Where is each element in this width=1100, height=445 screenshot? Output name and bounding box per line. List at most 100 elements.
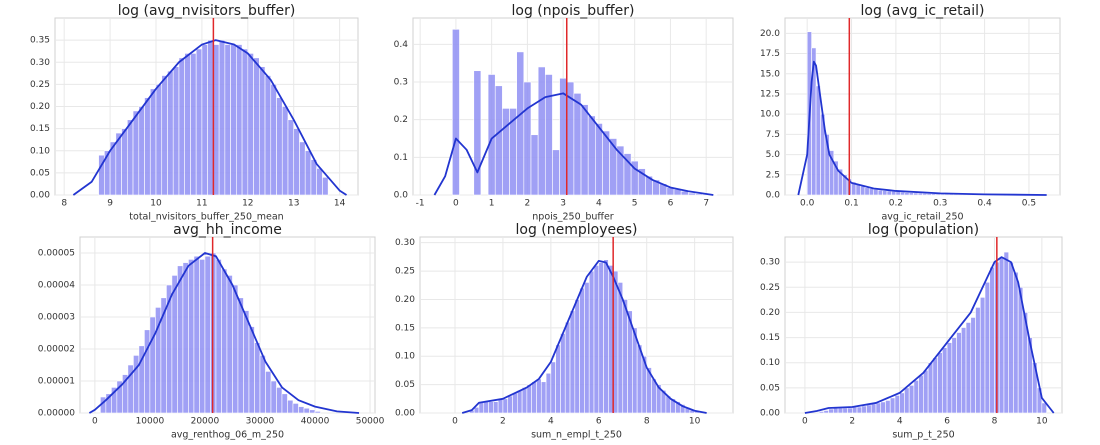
histogram-bar xyxy=(521,387,528,414)
histogram-bar xyxy=(932,357,938,414)
histogram-bar xyxy=(502,108,510,196)
x-tick-label: 0 xyxy=(452,417,458,427)
y-tick-label: 0.25 xyxy=(30,80,50,90)
kde-line xyxy=(88,252,360,414)
x-tick-label: 1 xyxy=(489,199,495,209)
histogram-bar xyxy=(908,192,914,196)
histogram-bar xyxy=(885,400,891,414)
y-tick-label: 0.30 xyxy=(760,258,780,268)
histogram-bar xyxy=(215,259,222,414)
x-tick-label: 4 xyxy=(897,417,903,427)
histogram-bar xyxy=(292,403,299,414)
histogram-bar xyxy=(516,51,525,196)
histogram-bar xyxy=(224,44,231,196)
histogram-bar xyxy=(842,407,848,414)
histogram-bar xyxy=(908,385,915,414)
x-tick-label: 20000 xyxy=(191,417,220,427)
x-tick-label: 10 xyxy=(689,417,701,427)
histogram-bar xyxy=(149,316,156,414)
histogram-bar xyxy=(221,268,228,414)
histogram-bar xyxy=(309,409,316,414)
histogram-bar xyxy=(155,84,163,196)
histogram-bar xyxy=(574,299,580,414)
x-tick-label: 6 xyxy=(596,417,602,427)
histogram-bar xyxy=(569,310,576,414)
histogram-bar xyxy=(171,275,178,414)
y-tick-label: 0.15 xyxy=(760,333,780,343)
histogram-bar xyxy=(281,393,288,414)
chart-title: log (population) xyxy=(868,222,979,238)
y-tick-label: 0.00 xyxy=(760,409,780,419)
kde-line xyxy=(797,60,1047,196)
histogram-bar xyxy=(537,66,546,196)
histogram-bar xyxy=(494,85,503,196)
histogram-bar xyxy=(201,44,208,196)
y-tick-label: 17.5 xyxy=(760,49,780,59)
y-tick-label: 0.20 xyxy=(30,102,50,112)
y-tick-label: 7.5 xyxy=(766,130,780,140)
y-tick-label: 0.00003 xyxy=(38,313,75,323)
histogram-bar xyxy=(190,53,197,196)
histogram-bar xyxy=(593,265,600,414)
histogram-bar xyxy=(545,372,552,414)
y-tick-label: 10.0 xyxy=(760,110,780,120)
histogram-bar xyxy=(552,149,560,196)
histogram-bar xyxy=(622,299,628,414)
histogram-bar xyxy=(956,332,962,414)
chart-title: log (avg_ic_retail) xyxy=(861,3,985,19)
y-tick-label: 12.5 xyxy=(760,89,780,99)
x-tick-label: 7 xyxy=(703,199,709,209)
histogram-bar xyxy=(946,342,953,414)
histogram-bar xyxy=(913,192,919,196)
histogram-bar xyxy=(1013,271,1019,414)
histogram-bar xyxy=(922,193,928,196)
y-tick-label: 0.0 xyxy=(394,191,409,201)
histogram-bar xyxy=(172,66,180,196)
y-tick-label: 5.0 xyxy=(766,150,781,160)
chart-title: log (avg_nvisitors_buffer) xyxy=(118,3,296,19)
subplot: 0 10000 20000 30000 40000 50000 0.00000 0.00001… xyxy=(38,222,385,441)
x-tick-label: 13 xyxy=(288,199,299,209)
histogram-bar xyxy=(868,188,875,196)
subplot: -1 0 1 2 3 4 5 6 7 0.0 0.1 0.2 0.3 0.4 log (npois_buff… xyxy=(394,3,734,223)
x-tick-label: 6 xyxy=(668,199,674,209)
x-tick-label: 50000 xyxy=(356,417,385,427)
histogram-bar xyxy=(213,44,220,196)
histogram-bar xyxy=(304,150,312,196)
y-tick-label: 0.15 xyxy=(30,124,50,134)
histogram-bar xyxy=(258,66,266,196)
histogram-bar xyxy=(293,128,300,196)
histogram-bar xyxy=(182,262,189,414)
histogram-bar xyxy=(523,81,532,196)
x-tick-label: 30000 xyxy=(246,417,275,427)
y-tick-label: 0.35 xyxy=(30,36,50,46)
histogram-bar xyxy=(815,85,821,196)
histogram-bar xyxy=(864,187,870,196)
x-tick-label: 40000 xyxy=(301,417,330,427)
y-tick-label: 0.2 xyxy=(394,115,408,125)
chart-title: log (nemployees) xyxy=(516,222,638,238)
histogram-bar xyxy=(856,406,863,414)
histogram-bar xyxy=(204,255,211,414)
x-tick-label: 11 xyxy=(196,199,207,209)
histogram-bar xyxy=(904,192,910,196)
histogram-bar xyxy=(917,192,923,196)
histogram-bar xyxy=(243,310,250,414)
histogram-bar xyxy=(310,159,317,196)
histogram-bar xyxy=(855,184,861,196)
histogram-bar xyxy=(149,88,157,196)
histogram-bar xyxy=(241,48,249,196)
histogram-bar xyxy=(184,53,191,196)
x-axis-label: avg_ic_retail_250 xyxy=(881,212,963,223)
histogram-bar xyxy=(560,333,566,414)
y-tick-label: 0.1 xyxy=(394,153,408,163)
y-tick-label: 0.00004 xyxy=(38,281,75,291)
histogram-bar xyxy=(942,347,948,414)
histogram-bar xyxy=(144,329,151,414)
histogram-bar xyxy=(550,361,556,414)
histogram-bar xyxy=(573,93,582,196)
histogram-bar xyxy=(609,138,618,196)
x-tick-label: 0.2 xyxy=(889,199,903,209)
histogram-bar xyxy=(502,398,509,414)
y-tick-label: 0.10 xyxy=(760,358,780,368)
